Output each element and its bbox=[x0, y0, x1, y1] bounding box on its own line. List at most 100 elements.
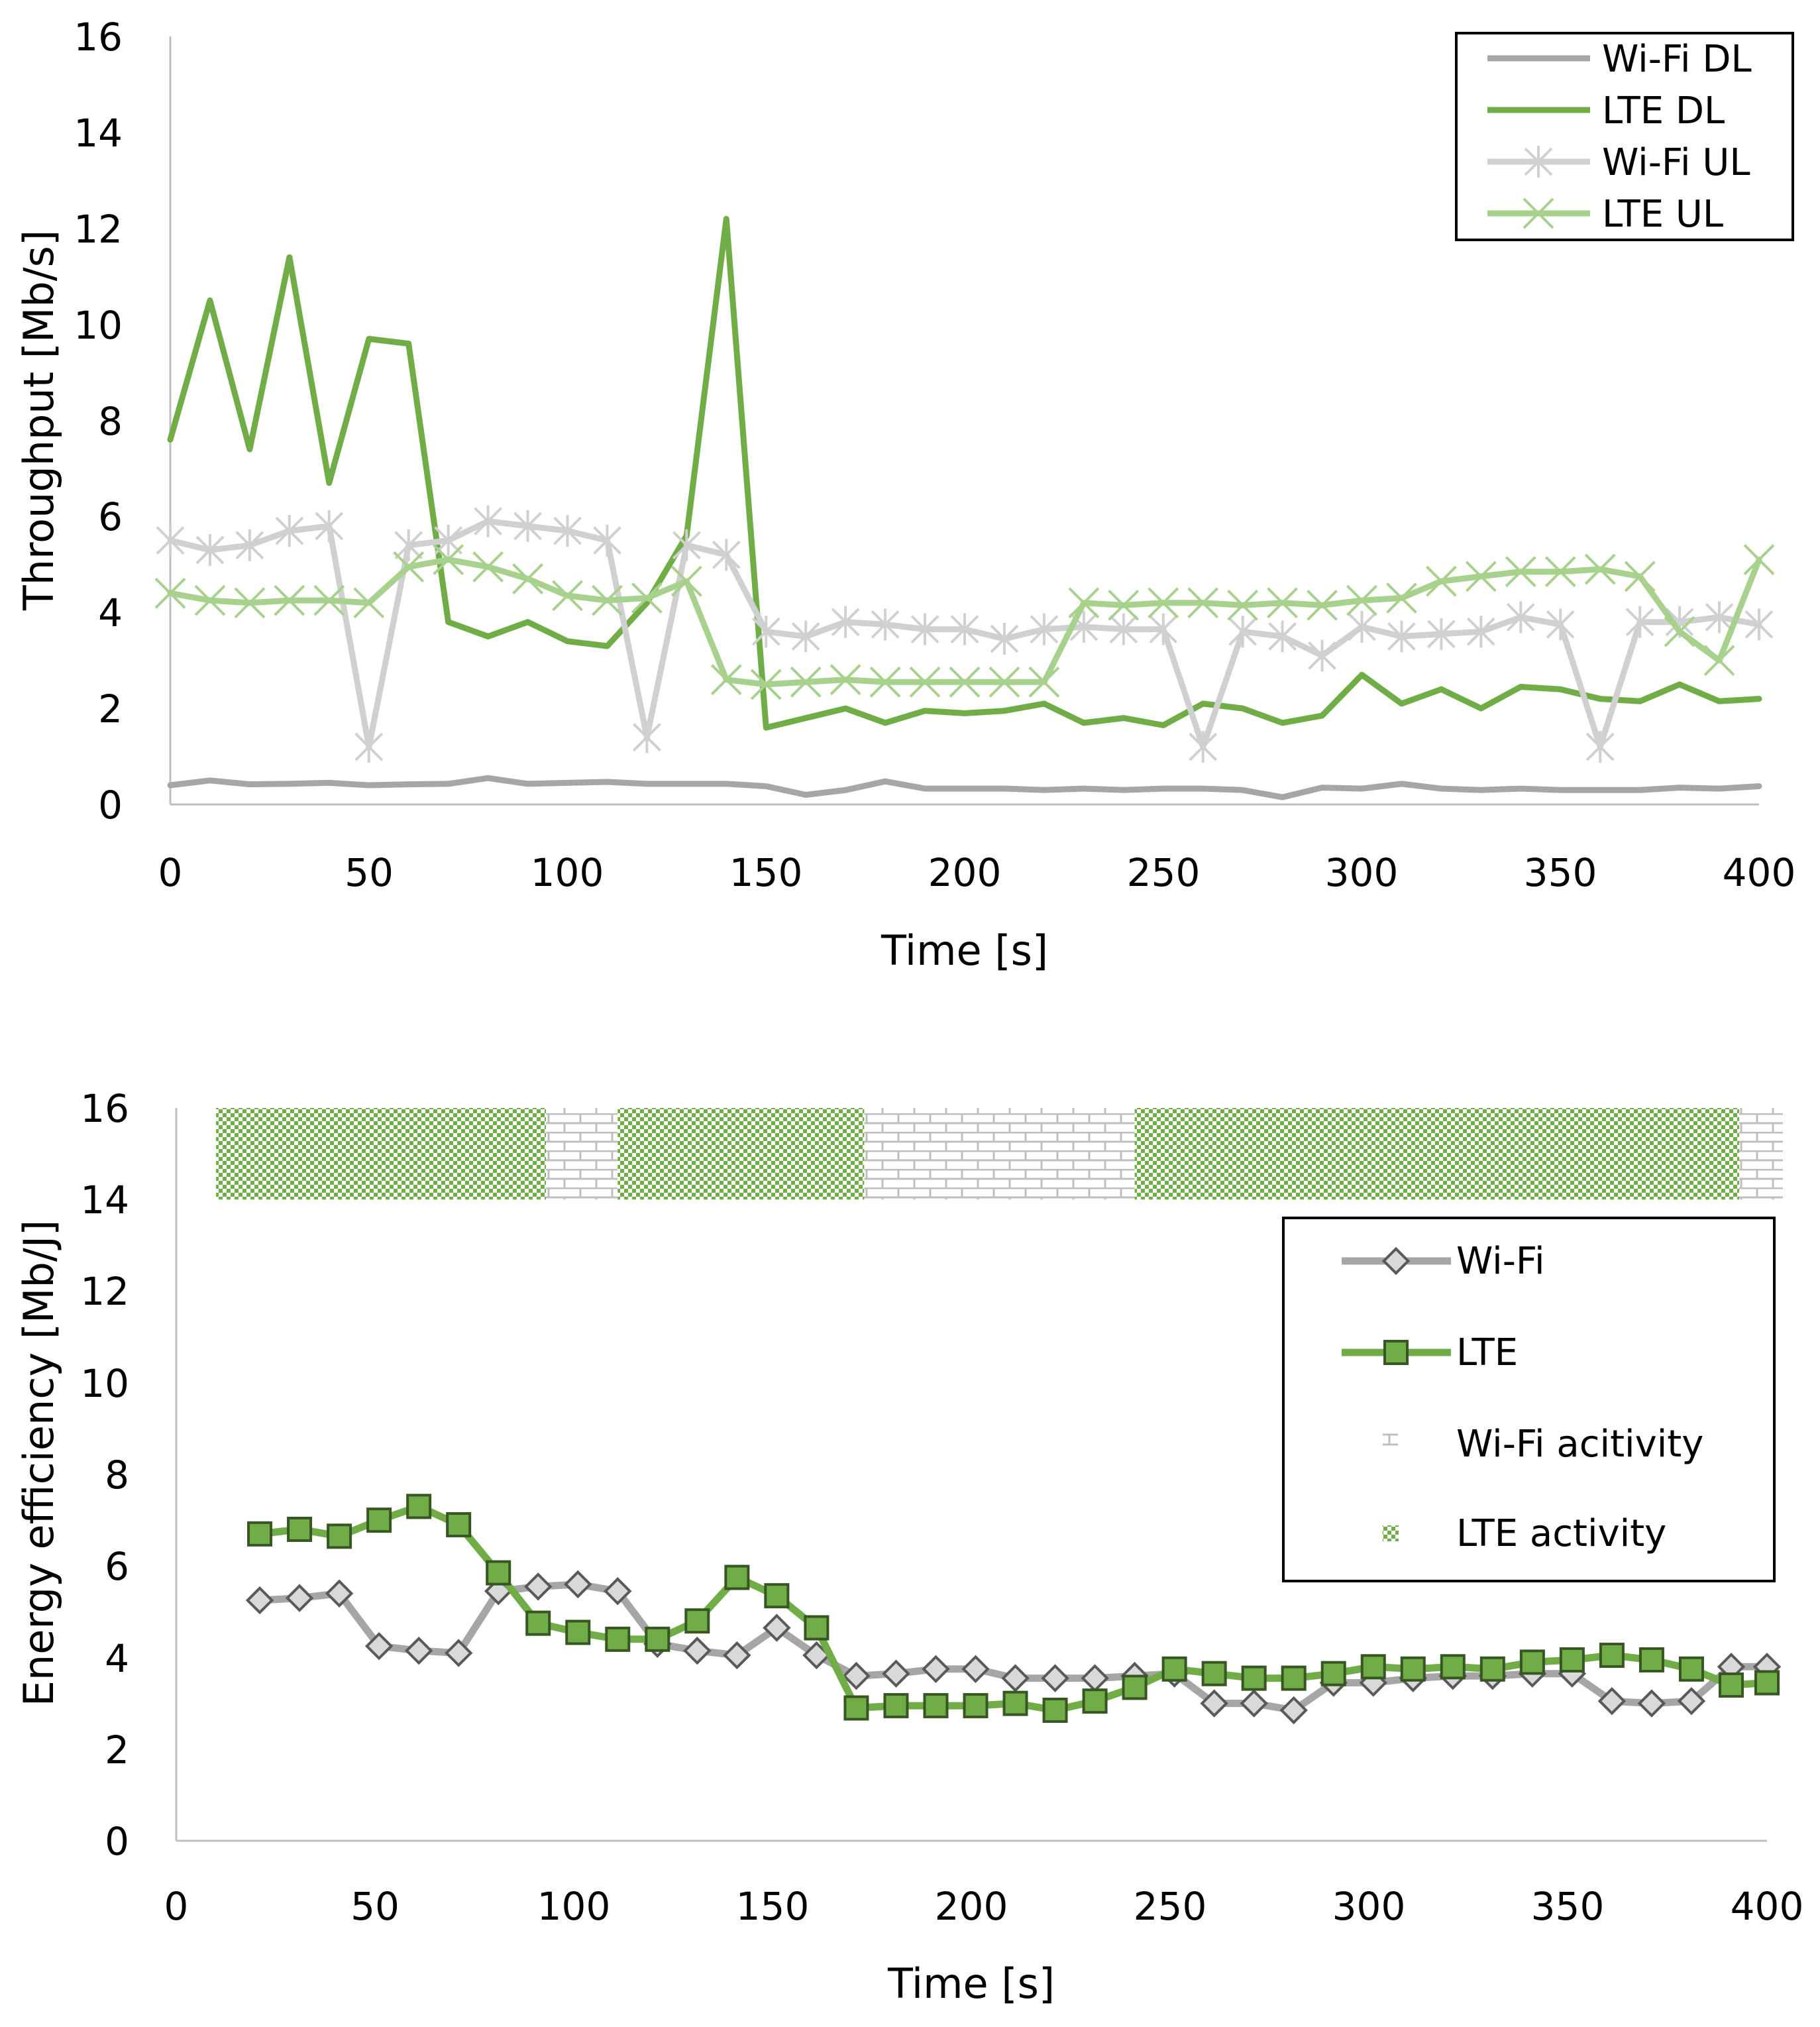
data-point-wi-fi bbox=[1279, 1696, 1308, 1725]
data-point-lte-ul bbox=[1386, 582, 1417, 614]
data-point-wi-fi-ul bbox=[672, 529, 701, 561]
data-point-wi-fi bbox=[1240, 1689, 1268, 1718]
data-point-wi-fi-ul bbox=[751, 616, 780, 648]
data-point-lte bbox=[645, 1626, 670, 1652]
efficiency-y-tick: 0 bbox=[105, 1819, 129, 1864]
data-point-wi-fi-ul bbox=[712, 539, 741, 571]
throughput-y-tick: 14 bbox=[74, 111, 123, 156]
efficiency-x-axis: 0 50 100 150 200 250 300 350 400 bbox=[164, 1839, 1804, 1929]
data-point-wi-fi-ul bbox=[513, 510, 542, 542]
throughput-y-tick: 10 bbox=[74, 303, 123, 348]
data-point-lte bbox=[247, 1521, 273, 1547]
efficiency-y-axis-title: Energy efficiency [Mb/J] bbox=[15, 1220, 63, 1707]
data-point-wi-fi-ul bbox=[1546, 608, 1575, 641]
throughput-y-tick: 8 bbox=[98, 399, 123, 444]
efficiency-x-tick: 150 bbox=[736, 1884, 810, 1929]
data-point-lte bbox=[1599, 1643, 1625, 1669]
data-point-lte bbox=[1400, 1656, 1426, 1682]
data-point-wi-fi bbox=[961, 1655, 990, 1683]
data-point-wi-fi bbox=[604, 1577, 632, 1606]
data-point-lte-ul bbox=[154, 577, 186, 609]
efficiency-x-tick: 100 bbox=[537, 1884, 611, 1929]
data-point-wi-fi-ul bbox=[1228, 616, 1258, 648]
efficiency-x-tick: 0 bbox=[164, 1884, 189, 1929]
data-point-lte bbox=[1638, 1647, 1664, 1672]
efficiency-y-tick: 12 bbox=[80, 1269, 129, 1314]
data-point-lte bbox=[1678, 1656, 1704, 1682]
data-point-lte-ul bbox=[1664, 616, 1695, 647]
data-point-wi-fi-ul bbox=[1149, 613, 1178, 645]
data-point-lte bbox=[1559, 1647, 1585, 1672]
data-point-lte-ul bbox=[830, 664, 861, 696]
data-point-lte bbox=[804, 1615, 830, 1641]
data-point-lte-ul bbox=[1584, 553, 1616, 585]
data-point-lte bbox=[1161, 1656, 1187, 1682]
data-point-lte-ul bbox=[631, 582, 663, 614]
data-point-wi-fi bbox=[1597, 1686, 1627, 1716]
data-point-wi-fi-ul bbox=[1348, 610, 1376, 643]
throughput-y-tick: 6 bbox=[98, 494, 123, 539]
legend-label-wifi-dl: Wi-Fi DL bbox=[1602, 38, 1752, 81]
series-lte bbox=[247, 1494, 1780, 1723]
data-point-lte bbox=[1281, 1665, 1307, 1691]
data-point-wi-fi-ul bbox=[1109, 613, 1138, 645]
efficiency-x-tick: 400 bbox=[1731, 1884, 1804, 1929]
data-point-lte bbox=[327, 1523, 352, 1549]
data-point-lte bbox=[1201, 1661, 1227, 1686]
efficiency-legend: Wi-Fi LTE Wi-Fi acitivity LTE activity bbox=[1282, 1217, 1776, 1582]
throughput-x-tick: 50 bbox=[345, 850, 394, 895]
data-point-wi-fi-ul bbox=[950, 613, 979, 645]
data-point-lte bbox=[1754, 1670, 1780, 1696]
data-point-lte-ul bbox=[1346, 584, 1377, 616]
data-point-wi-fi bbox=[404, 1636, 433, 1665]
data-point-lte bbox=[1360, 1654, 1386, 1680]
data-point-lte bbox=[406, 1494, 432, 1519]
data-point-lte-ul bbox=[909, 666, 941, 698]
data-point-lte bbox=[843, 1695, 869, 1721]
legend-label-lte-dl: LTE DL bbox=[1602, 89, 1725, 133]
data-point-lte-ul bbox=[194, 584, 226, 616]
data-point-lte-ul bbox=[472, 551, 504, 582]
data-point-wi-fi-ul bbox=[1466, 616, 1495, 648]
data-point-lte-ul bbox=[1108, 589, 1140, 621]
data-point-lte bbox=[1082, 1688, 1108, 1714]
efficiency-x-axis-title: Time [s] bbox=[887, 1959, 1055, 2008]
data-point-wi-fi-ul bbox=[1744, 608, 1774, 641]
throughput-chart: 0 2 4 6 8 10 12 14 16 0 50 100 150 200 2… bbox=[15, 15, 1795, 975]
throughput-y-tick: 0 bbox=[98, 783, 123, 828]
data-point-lte bbox=[1440, 1654, 1466, 1680]
throughput-y-tick: 12 bbox=[74, 207, 123, 252]
legend-label-wifi: Wi-Fi bbox=[1456, 1240, 1545, 1283]
data-point-wi-fi-ul bbox=[275, 515, 304, 547]
data-point-wi-fi-ul bbox=[632, 721, 661, 753]
data-point-lte-ul bbox=[1307, 589, 1338, 621]
data-point-wi-fi-ul bbox=[1387, 620, 1416, 653]
throughput-x-tick: 400 bbox=[1723, 850, 1796, 895]
series-line-wi-fi-dl bbox=[167, 775, 1762, 800]
activity-band-wi-fi bbox=[546, 1108, 618, 1200]
data-point-wi-fi-ul bbox=[553, 515, 582, 547]
data-point-lte bbox=[525, 1610, 551, 1636]
legend-label-lte: LTE bbox=[1456, 1331, 1518, 1374]
data-point-wi-fi-ul bbox=[1030, 613, 1059, 645]
data-point-wi-fi-ul bbox=[1189, 731, 1218, 763]
throughput-y-tick: 2 bbox=[98, 686, 123, 732]
data-point-wi-fi-ul bbox=[195, 534, 225, 567]
legend-entry-lte: LTE bbox=[1342, 1331, 1518, 1374]
activity-band-wi-fi bbox=[1739, 1108, 1784, 1200]
legend-marker-lte bbox=[1383, 1340, 1409, 1365]
data-point-lte-ul bbox=[1544, 556, 1576, 588]
data-point-lte-ul bbox=[592, 584, 623, 616]
data-point-lte bbox=[923, 1693, 949, 1719]
throughput-x-tick: 0 bbox=[158, 850, 183, 895]
legend-entry-lte-ul: LTE UL bbox=[1487, 193, 1723, 236]
efficiency-x-tick: 300 bbox=[1332, 1884, 1406, 1929]
legend-label-wifi-activity: Wi-Fi acitivity bbox=[1456, 1423, 1703, 1466]
throughput-x-tick: 350 bbox=[1524, 850, 1597, 895]
data-point-wi-fi-ul bbox=[1268, 620, 1297, 653]
legend-label-lte-activity: LTE activity bbox=[1456, 1512, 1666, 1555]
data-point-wi-fi-ul bbox=[1506, 601, 1535, 633]
data-point-wi-fi bbox=[1200, 1689, 1228, 1718]
data-point-lte-ul bbox=[1028, 666, 1060, 698]
throughput-x-tick: 200 bbox=[928, 850, 1002, 895]
